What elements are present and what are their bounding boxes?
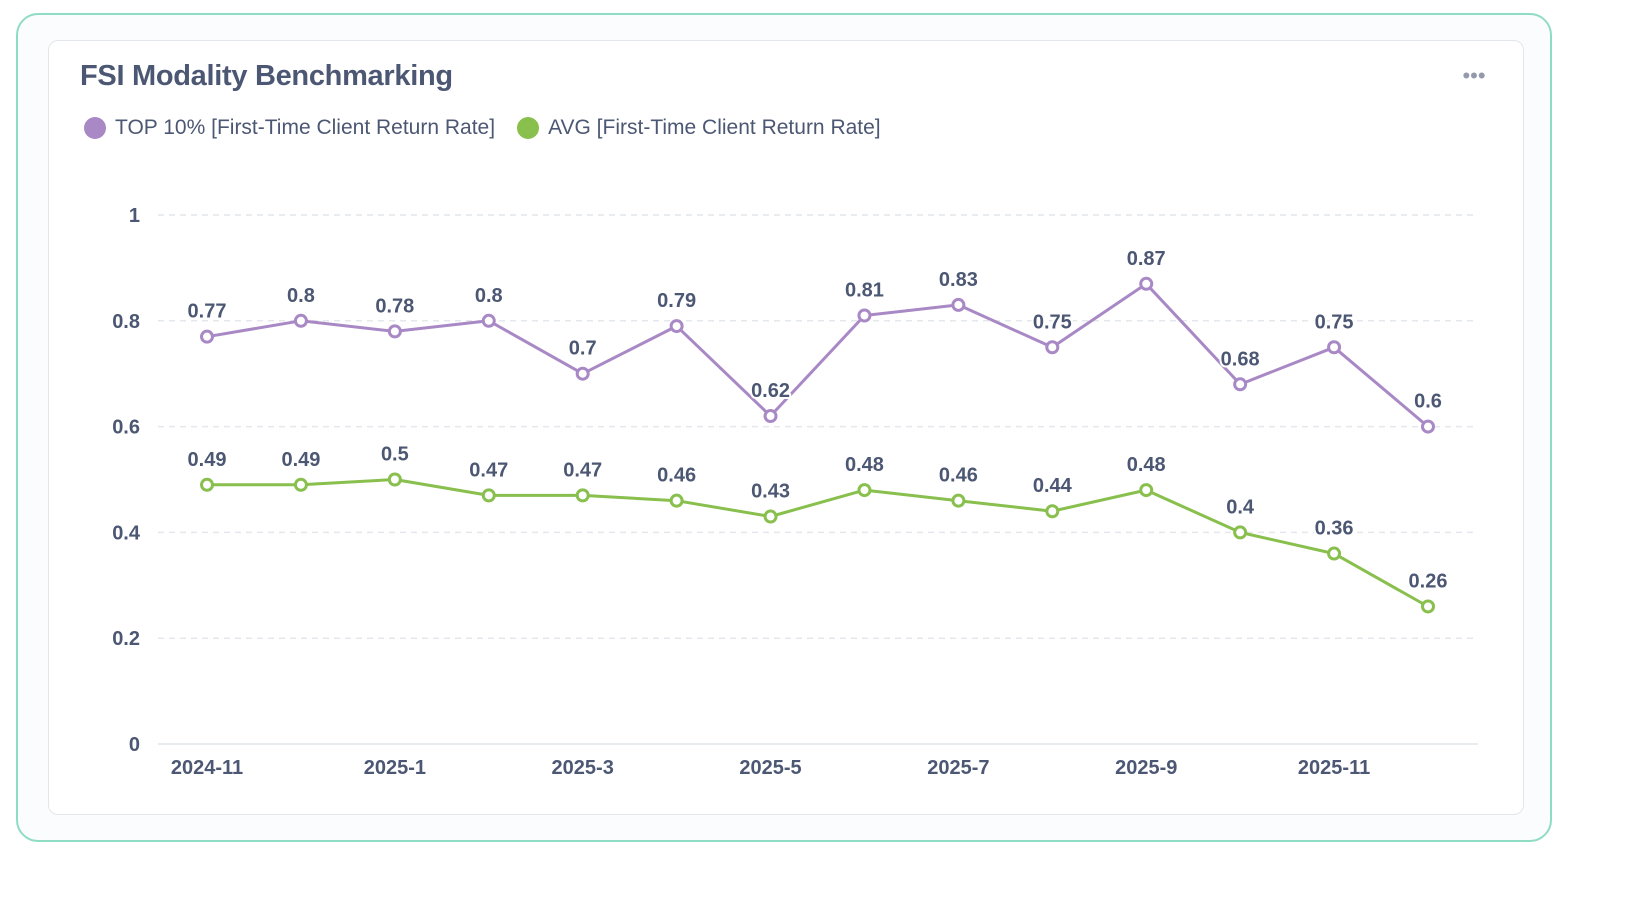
data-label-s0: 0.68 — [1221, 348, 1260, 370]
legend-swatch-top10 — [84, 117, 106, 139]
data-point-s0 — [387, 324, 402, 339]
x-tick-label: 2025-7 — [927, 757, 989, 779]
data-point-s0 — [857, 308, 872, 323]
data-point-s1 — [293, 477, 308, 492]
data-label-s1: 0.47 — [469, 459, 508, 481]
data-label-s0: 0.79 — [657, 290, 696, 312]
data-label-s0: 0.78 — [375, 295, 414, 317]
data-point-s1 — [1139, 483, 1154, 498]
y-tick-label: 0.6 — [112, 417, 140, 439]
data-label-s0: 0.8 — [475, 285, 503, 307]
data-point-s0 — [481, 313, 496, 328]
data-point-s1 — [669, 493, 684, 508]
legend-label-top10: TOP 10% [First-Time Client Return Rate] — [115, 116, 496, 139]
data-point-s1 — [575, 488, 590, 503]
data-label-s1: 0.44 — [1033, 475, 1073, 497]
data-label-s0: 0.77 — [188, 301, 227, 323]
data-point-s0 — [575, 366, 590, 381]
legend-label-avg: AVG [First-Time Client Return Rate] — [548, 116, 881, 139]
data-label-s1: 0.5 — [381, 444, 409, 466]
data-point-s0 — [1327, 340, 1342, 355]
data-label-s1: 0.46 — [657, 465, 696, 487]
legend-swatch-avg — [517, 117, 540, 139]
data-point-s1 — [481, 488, 496, 503]
data-label-s0: 0.6 — [1414, 391, 1442, 413]
chart-legend: TOP 10% [First-Time Client Return Rate] … — [84, 116, 903, 140]
data-point-s1 — [763, 509, 778, 524]
y-tick-label: 0.4 — [112, 522, 141, 544]
series-line-1 — [207, 478, 1429, 608]
data-label-s0: 0.87 — [1127, 248, 1166, 270]
data-label-s0: 0.75 — [1315, 311, 1354, 333]
data-point-s1 — [200, 477, 214, 492]
data-label-s1: 0.49 — [281, 449, 320, 471]
data-label-s1: 0.48 — [1127, 454, 1166, 476]
y-tick-label: 0.8 — [112, 311, 140, 333]
data-point-s0 — [1233, 377, 1248, 392]
data-point-s0 — [1045, 340, 1060, 355]
x-tick-label: 2025-3 — [552, 757, 614, 779]
data-point-s0 — [293, 313, 308, 328]
data-point-s1 — [1327, 546, 1342, 561]
data-label-s1: 0.46 — [939, 465, 978, 487]
x-tick-label: 2025-11 — [1298, 757, 1370, 779]
x-tick-label: 2025-5 — [739, 757, 801, 779]
data-point-s1 — [1421, 599, 1435, 614]
data-label-s0: 0.7 — [569, 338, 597, 360]
data-point-s1 — [857, 483, 872, 498]
ellipsis-horizontal-icon[interactable]: ••• — [1462, 63, 1486, 88]
data-label-s1: 0.43 — [751, 481, 790, 503]
data-label-s1: 0.36 — [1315, 518, 1354, 540]
series-line-0 — [206, 282, 1429, 428]
chart-card — [48, 40, 1524, 815]
data-point-s0 — [763, 409, 778, 424]
data-label-s0: 0.75 — [1033, 311, 1072, 333]
data-label-s1: 0.26 — [1409, 570, 1448, 592]
x-tick-label: 2025-9 — [1115, 757, 1177, 779]
data-point-s0 — [1421, 419, 1435, 434]
data-point-s0 — [1139, 276, 1154, 291]
data-label-s1: 0.47 — [563, 459, 602, 481]
data-point-s0 — [200, 329, 214, 344]
y-tick-label: 1 — [129, 205, 140, 227]
data-label-s0: 0.62 — [751, 380, 790, 402]
data-point-s0 — [951, 297, 966, 312]
data-label-s0: 0.81 — [845, 280, 884, 302]
x-tick-label: 2025-1 — [364, 757, 426, 779]
legend-item-top10[interactable]: TOP 10% [First-Time Client Return Rate] — [84, 116, 495, 140]
data-point-s1 — [1233, 525, 1248, 540]
data-label-s1: 0.48 — [845, 454, 884, 476]
data-label-s0: 0.8 — [287, 285, 315, 307]
y-tick-label: 0 — [129, 734, 140, 756]
data-label-s1: 0.4 — [1226, 496, 1255, 518]
legend-item-avg[interactable]: AVG [First-Time Client Return Rate] — [517, 116, 881, 140]
data-point-s0 — [669, 319, 684, 334]
x-tick-label: 2024-11 — [171, 757, 243, 779]
data-point-s1 — [387, 472, 402, 487]
y-tick-label: 0.2 — [112, 628, 140, 650]
card-title[interactable]: FSI Modality Benchmarking — [80, 60, 453, 92]
data-label-s1: 0.49 — [188, 449, 227, 471]
data-point-s1 — [1045, 504, 1060, 519]
data-label-s0: 0.83 — [939, 269, 978, 291]
data-point-s1 — [951, 493, 966, 508]
